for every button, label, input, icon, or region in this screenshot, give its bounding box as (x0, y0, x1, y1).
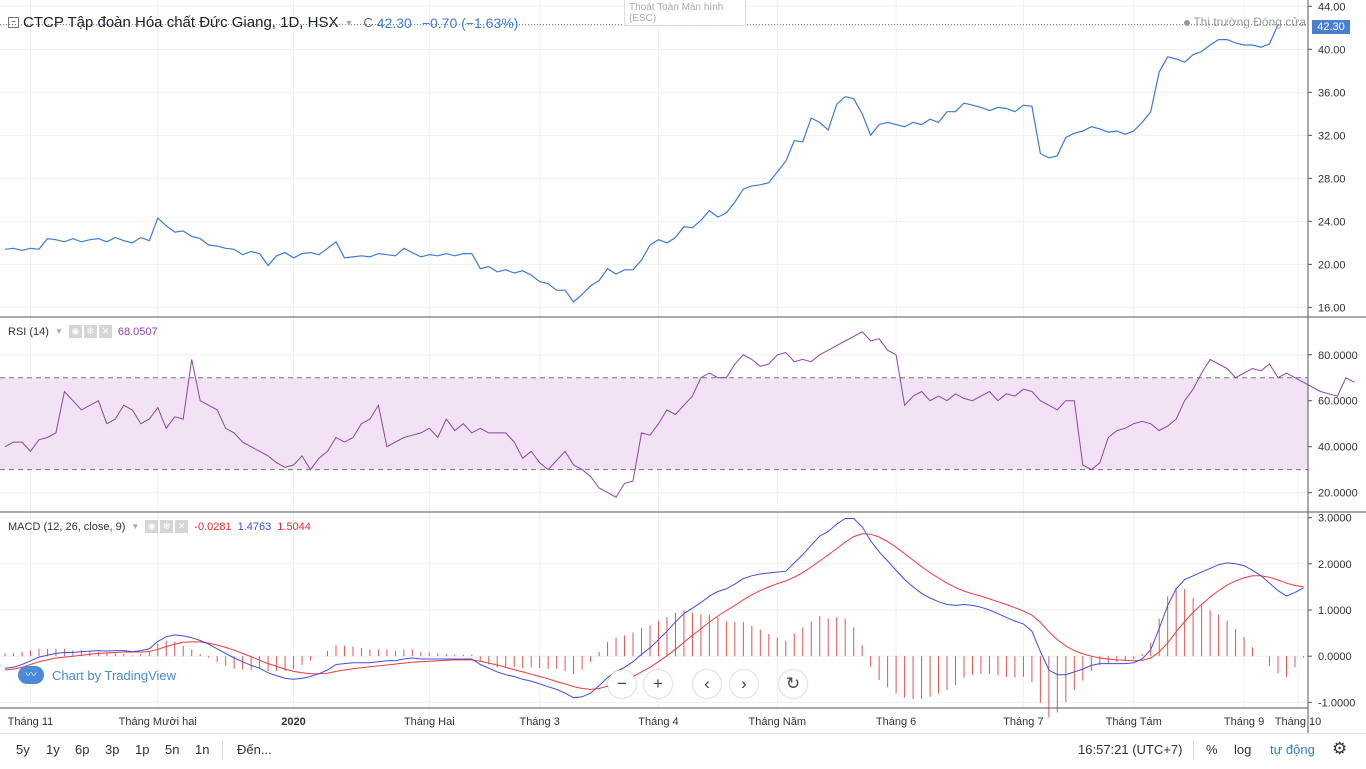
range-5n[interactable]: 5n (165, 742, 180, 757)
chevron-down-icon[interactable]: ▼ (344, 17, 354, 28)
x-tick-label: Tháng 9 (1224, 716, 1264, 728)
y-tick-label: 40.00 (1318, 44, 1346, 56)
scroll-right-button[interactable]: › (730, 670, 758, 698)
rsi-label[interactable]: RSI (14) (8, 325, 49, 338)
y-tick-label: 80.0000 (1318, 350, 1358, 362)
y-tick-label: 3.0000 (1318, 513, 1352, 525)
y-tick-label: 20.0000 (1318, 488, 1358, 500)
gear-icon[interactable]: ✻ (83, 325, 97, 338)
y-tick-label: 16.00 (1318, 302, 1346, 314)
percent-toggle[interactable]: % (1206, 742, 1218, 757)
exit-fullscreen-label: Thoát Toàn Màn hình (629, 2, 724, 13)
chart-marks (0, 24, 1355, 718)
y-tick-label: 44.00 (1318, 1, 1346, 13)
market-status-label: Thị trường Đóng cửa (1193, 15, 1306, 29)
macd-legend: MACD (12, 26, close, 9) ▼ ◉ ✻ ✕ -0.0281 … (8, 520, 311, 533)
divider (222, 740, 223, 760)
eye-icon[interactable]: ◉ (145, 520, 159, 533)
signal-value: 1.5044 (277, 520, 311, 533)
rsi-legend: RSI (14) ▼ ◉ ✻ ✕ 68.0507 (8, 325, 158, 338)
clock: 16:57:21 (UTC+7) (1078, 742, 1183, 757)
zoom-out-button[interactable]: − (608, 670, 636, 698)
x-tick-label: 2020 (281, 716, 305, 728)
goto-date-button[interactable]: Đến... (237, 742, 272, 757)
rsi-band (0, 377, 1308, 470)
macd-controls: ◉ ✻ ✕ (145, 520, 189, 533)
collapse-icon[interactable]: − (8, 17, 19, 28)
macd-label[interactable]: MACD (12, 26, close, 9) (8, 520, 126, 533)
y-tick-label: 0.0000 (1318, 651, 1352, 663)
scroll-left-button[interactable]: ‹ (693, 670, 721, 698)
x-tick-label: Tháng Mười hai (119, 716, 197, 728)
zoom-in-button[interactable]: + (644, 670, 672, 698)
range-1y[interactable]: 1y (46, 742, 60, 757)
eye-icon[interactable]: ◉ (68, 325, 82, 338)
exit-fullscreen-key: (ESC) (629, 13, 657, 24)
range-1n[interactable]: 1n (195, 742, 210, 757)
reset-chart-button[interactable]: ↻ (779, 670, 807, 698)
x-tick-label: Tháng 10 (1275, 716, 1321, 728)
x-tick-label: Tháng 11 (8, 716, 54, 728)
grid-lines (0, 0, 1308, 708)
y-tick-label: -1.0000 (1318, 697, 1355, 709)
symbol-title[interactable]: CTCP Tập đoàn Hóa chất Đức Giang, 1D, HS… (23, 14, 339, 31)
tradingview-cloud-icon: 〰 (18, 666, 44, 684)
y-tick-label: 20.00 (1318, 259, 1346, 271)
gear-icon[interactable]: ✻ (160, 520, 174, 533)
range-5y[interactable]: 5y (16, 742, 30, 757)
chevron-down-icon[interactable]: ▼ (54, 327, 63, 336)
x-tick-label: Tháng 3 (519, 716, 559, 728)
axes: Tháng 11 Tháng Mười hai 2020 Tháng Hai Tháng… (0, 0, 1366, 733)
x-tick-label: Tháng Tám (1106, 716, 1162, 728)
macd-value: 1.4763 (237, 520, 272, 533)
price-change: −0.70 (−1.63%) (421, 14, 519, 31)
macd-line (4, 518, 1304, 699)
x-tick-label: Tháng 4 (638, 716, 678, 728)
bottom-toolbar: 5y 1y 6p 3p 1p 5n 1n Đến... 16:57:21 (UT… (0, 733, 1366, 769)
y-tick-label: 2.0000 (1318, 559, 1352, 571)
auto-scale-toggle[interactable]: tự động (1270, 742, 1315, 757)
log-toggle[interactable]: log (1234, 742, 1252, 757)
x-tick-label: Tháng 6 (876, 716, 916, 728)
range-1p[interactable]: 1p (135, 742, 150, 757)
signal-line (4, 533, 1304, 690)
y-tick-label: 24.00 (1318, 216, 1346, 228)
price-line (4, 24, 1279, 303)
divider (1193, 740, 1194, 760)
close-icon[interactable]: ✕ (98, 325, 112, 338)
close-icon[interactable]: ✕ (175, 520, 189, 533)
y-tick-label: 32.00 (1318, 130, 1346, 142)
rsi-value: 68.0507 (117, 325, 158, 338)
range-3p[interactable]: 3p (105, 742, 120, 757)
y-tick-label: 60.0000 (1318, 396, 1358, 408)
y-tick-label: 28.00 (1318, 173, 1346, 185)
chevron-down-icon[interactable]: ▼ (131, 522, 140, 531)
x-tick-label: Tháng 7 (1003, 716, 1043, 728)
close-prefix: C (363, 15, 373, 30)
x-tick-label: Tháng Năm (749, 716, 806, 728)
y-tick-label: 1.0000 (1318, 605, 1352, 617)
macd-hist-value: -0.0281 (194, 520, 232, 533)
close-value: 42.30 (376, 14, 412, 31)
chart-header: − CTCP Tập đoàn Hóa chất Đức Giang, 1D, … (8, 14, 518, 31)
settings-gear-icon[interactable]: ⚙ (1332, 739, 1348, 758)
tradingview-label: Chart by TradingView (52, 667, 177, 683)
tradingview-branding[interactable]: 〰 Chart by TradingView (18, 666, 176, 684)
market-dot-icon (1184, 19, 1191, 26)
market-status: Thị trường Đóng cửa (1184, 15, 1306, 29)
range-6p[interactable]: 6p (75, 742, 90, 757)
y-tick-label: 40.0000 (1318, 442, 1358, 454)
exit-fullscreen-tooltip[interactable]: Thoát Toàn Màn hình (ESC) (624, 0, 746, 26)
y-tick-label: 36.00 (1318, 87, 1346, 99)
rsi-controls: ◉ ✻ ✕ (68, 325, 112, 338)
x-tick-label: Tháng Hai (404, 716, 455, 728)
last-price-badge: 42.30 (1312, 20, 1350, 34)
rsi-line (4, 331, 1355, 498)
